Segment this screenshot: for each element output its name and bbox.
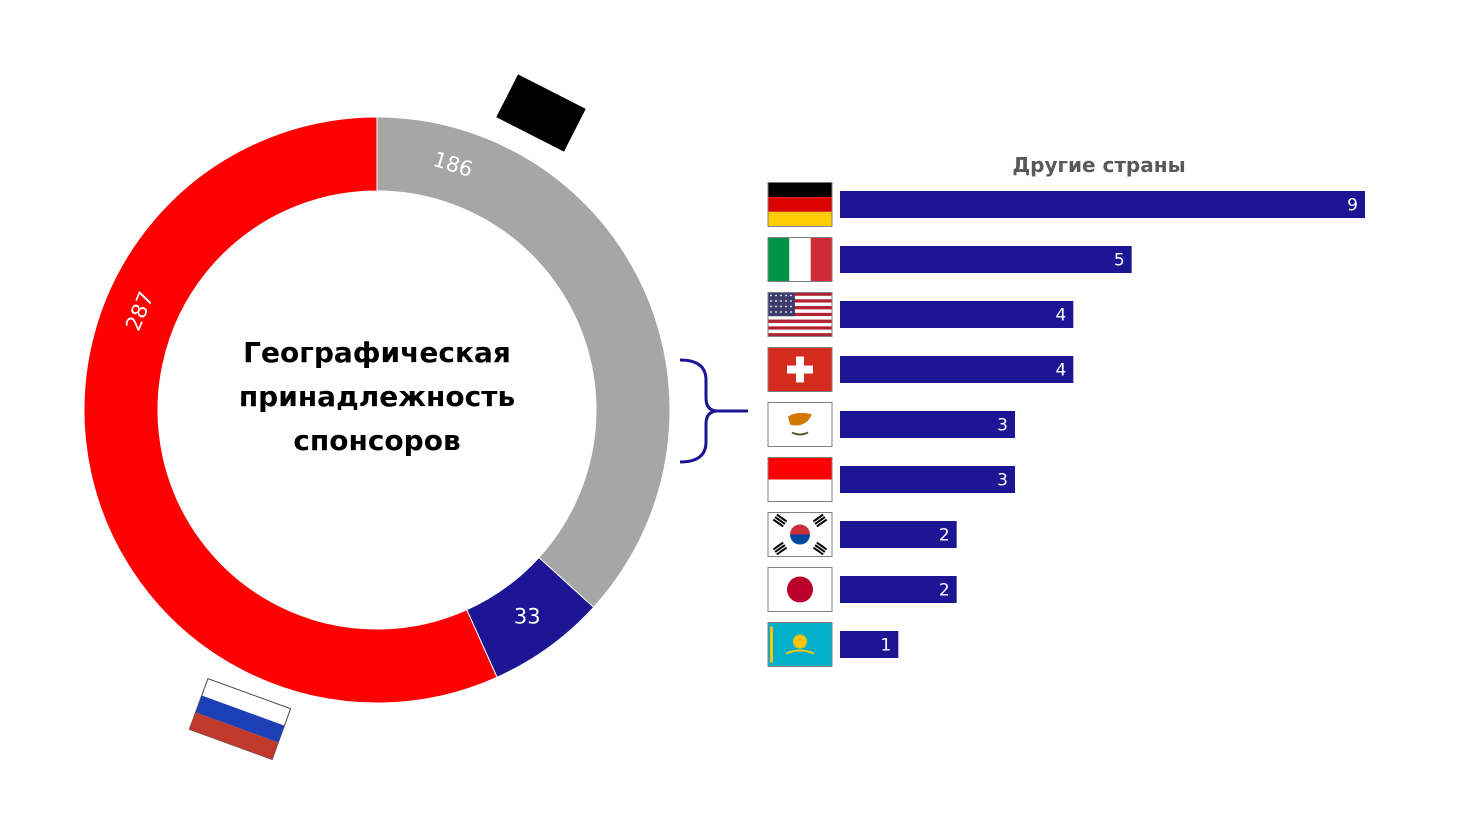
kazakhstan-flag xyxy=(767,622,833,667)
south-korea-flag xyxy=(767,512,833,557)
bar xyxy=(840,301,1074,328)
donut-slice xyxy=(376,116,671,609)
italy-flag xyxy=(767,237,833,282)
donut-chart xyxy=(83,116,671,704)
bar-chart: 9 5 4 4 3 3 2 2 1 xyxy=(840,191,1365,658)
bar-value-label: 2 xyxy=(939,581,950,601)
black-flag xyxy=(496,74,586,152)
donut-center-title: Географическая принадлежность спонсоров xyxy=(239,336,515,457)
bar-value-label: 4 xyxy=(1056,306,1067,326)
center-title-line: спонсоров xyxy=(293,424,460,457)
center-title-line: принадлежность xyxy=(239,380,515,413)
germany-flag xyxy=(767,182,833,227)
bracket xyxy=(679,358,748,464)
donut-value-label: 33 xyxy=(514,604,541,628)
bar xyxy=(840,576,957,603)
bar xyxy=(840,246,1132,273)
indonesia-flag xyxy=(767,457,833,502)
bar-value-label: 3 xyxy=(997,416,1008,436)
bar xyxy=(840,356,1074,383)
switzerland-flag xyxy=(767,347,833,392)
russia-flag xyxy=(188,677,292,761)
bar xyxy=(840,521,957,548)
bar xyxy=(840,466,1015,493)
bar xyxy=(840,631,899,658)
bar-value-label: 2 xyxy=(939,526,950,546)
donut-slice xyxy=(83,116,498,704)
bar xyxy=(840,411,1015,438)
bar-value-label: 4 xyxy=(1056,361,1067,381)
bar xyxy=(840,191,1365,218)
bar-value-label: 9 xyxy=(1347,196,1358,216)
bar-chart-title: Другие страны xyxy=(1012,153,1185,177)
center-title-line: Географическая xyxy=(243,336,511,369)
japan-flag xyxy=(767,567,833,612)
bar-value-label: 5 xyxy=(1114,251,1125,271)
country-flags xyxy=(767,182,833,667)
bar-value-label: 1 xyxy=(881,636,892,656)
usa-flag xyxy=(767,292,833,337)
cyprus-flag xyxy=(767,402,833,447)
bar-value-label: 3 xyxy=(997,471,1008,491)
